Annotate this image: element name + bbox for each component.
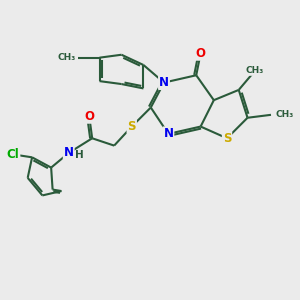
Text: N: N	[64, 146, 74, 159]
Text: N: N	[159, 76, 169, 89]
Text: S: S	[128, 120, 136, 133]
Text: O: O	[84, 110, 94, 123]
Text: CH₃: CH₃	[246, 66, 264, 75]
Text: CH₃: CH₃	[57, 53, 76, 62]
Text: CH₃: CH₃	[275, 110, 294, 119]
Text: Cl: Cl	[7, 148, 20, 161]
Text: N: N	[164, 128, 173, 140]
Text: S: S	[223, 132, 231, 145]
Text: O: O	[196, 47, 206, 60]
Text: H: H	[75, 150, 84, 160]
